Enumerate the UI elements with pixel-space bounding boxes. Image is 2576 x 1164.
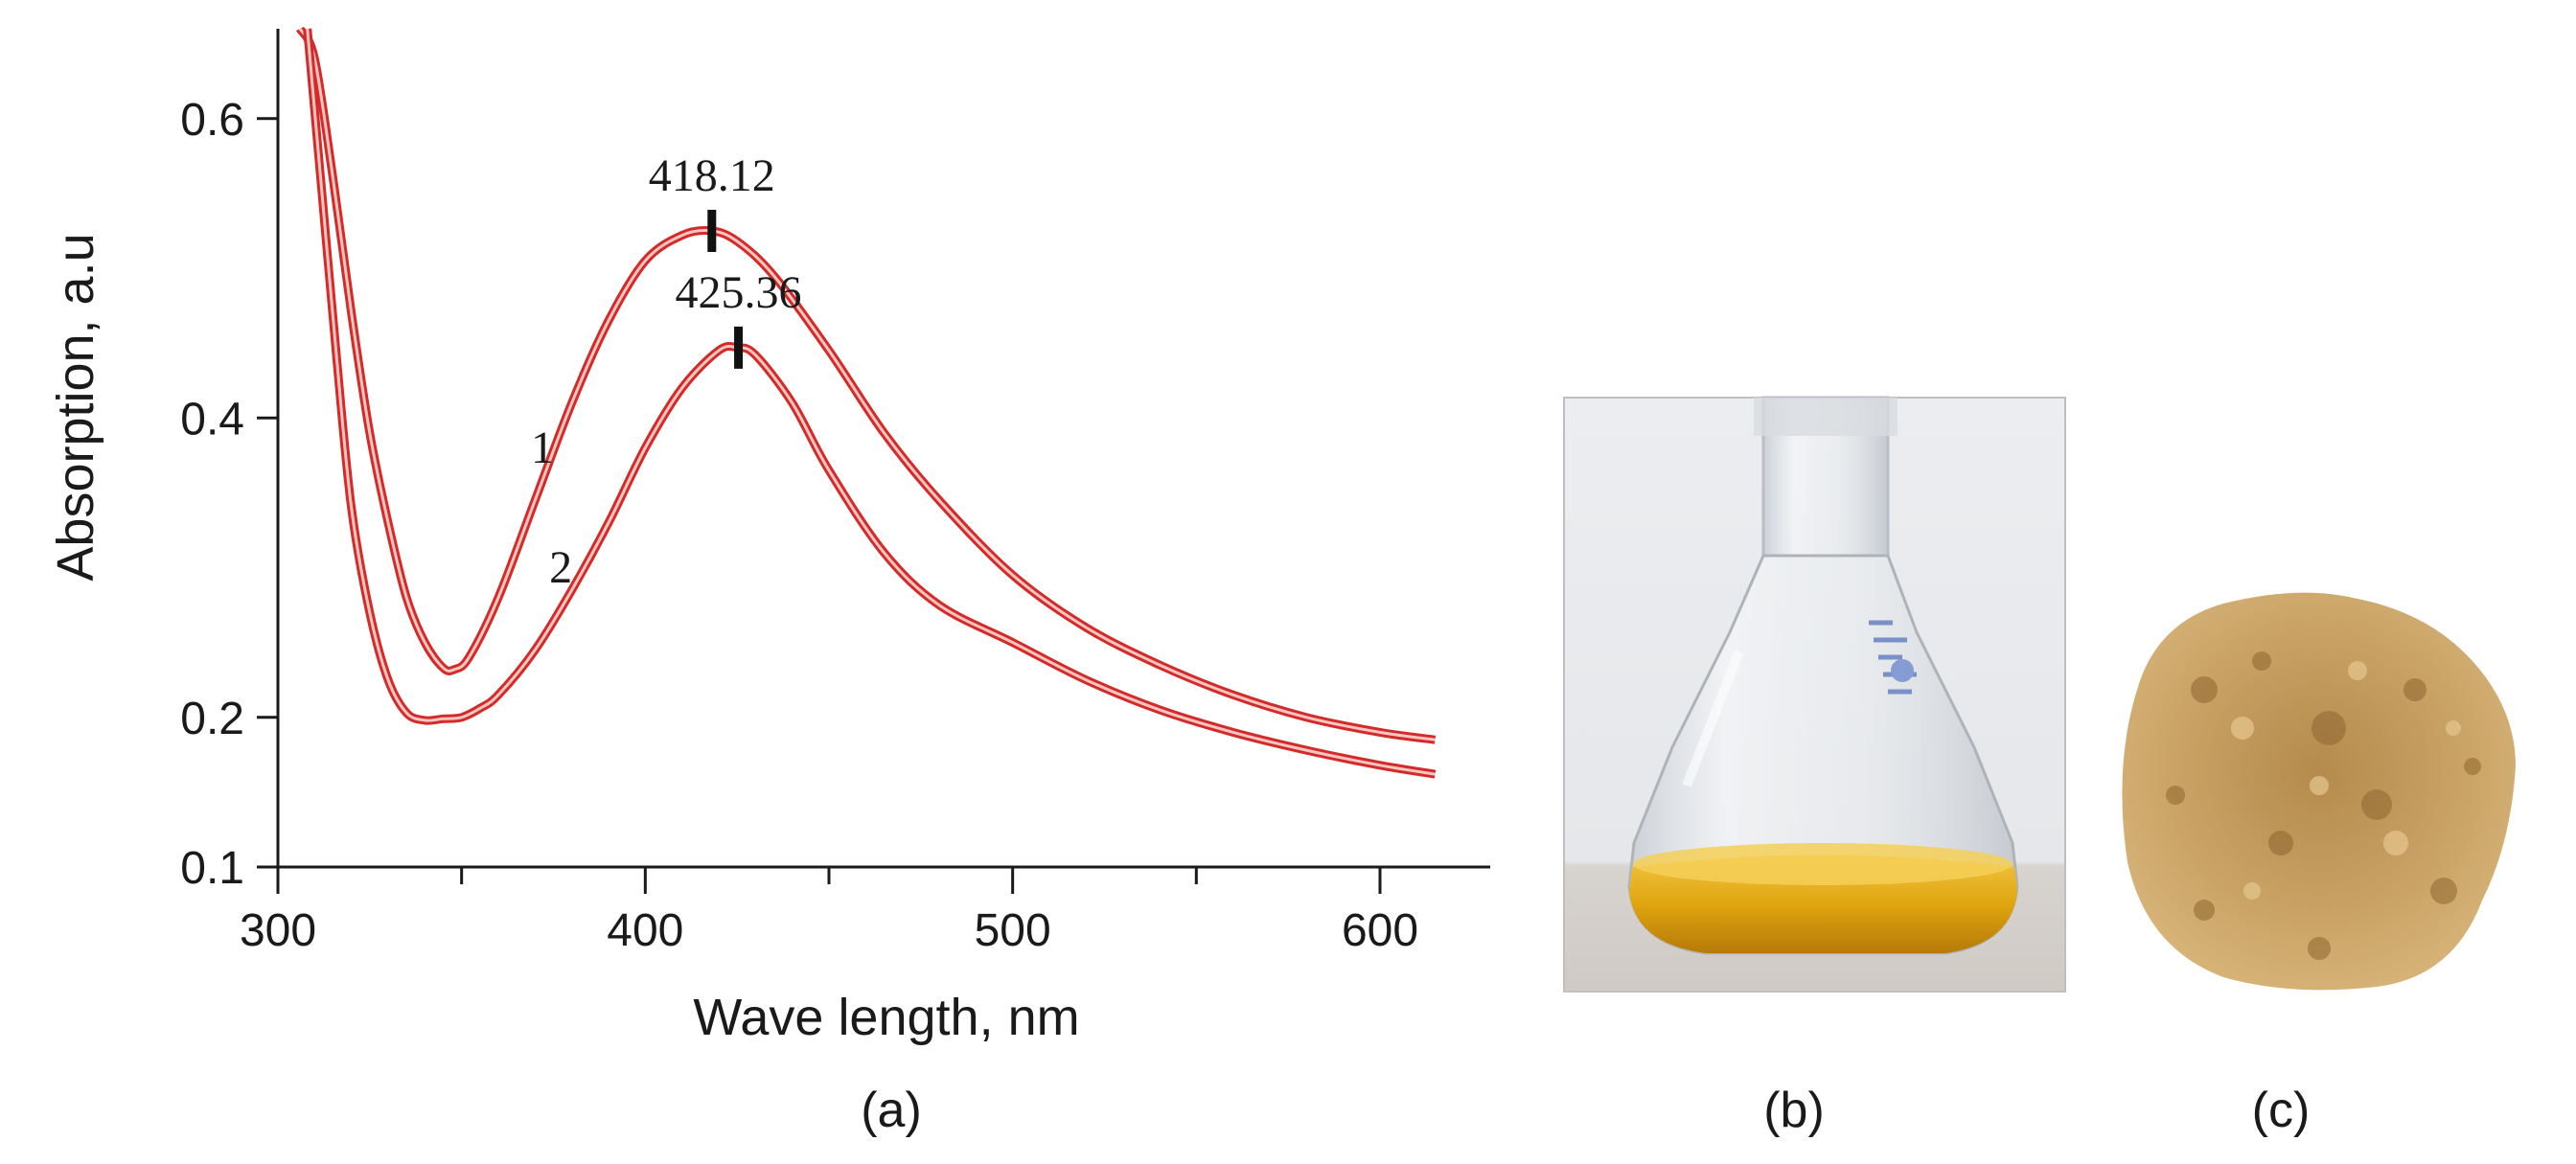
x-tick-label: 300 [240, 905, 316, 956]
flask-photo [1563, 396, 2066, 993]
y-tick-label: 0.1 [180, 843, 244, 894]
powder-highlights [2231, 661, 2461, 900]
x-tick-label: 400 [607, 905, 683, 956]
chart-axes [276, 29, 1490, 869]
caption-a: (a) [861, 1083, 922, 1138]
powder-photo [2122, 592, 2516, 991]
chart-curve-labels: 12 [531, 422, 572, 593]
powder-texture [2166, 651, 2481, 960]
liquid-meniscus [1633, 843, 2012, 885]
flask-highlight [1682, 650, 1744, 787]
y-tick-label: 0.4 [180, 394, 244, 445]
chart-series [295, 26, 1437, 779]
caption-c: (c) [2252, 1083, 2311, 1138]
flask-stopper [1754, 398, 1898, 436]
flask-print-marks [1869, 620, 1917, 695]
series-line-1 [295, 26, 1437, 744]
y-tick-label: 0.2 [180, 694, 244, 744]
chart-peaks: 418.12 425.36 [649, 150, 802, 369]
chart-ticks: 0.1 0.2 0.4 0.6 300 400 500 600 [180, 95, 1418, 956]
x-tick-label: 600 [1342, 905, 1418, 956]
caption-b: (b) [1763, 1083, 1825, 1138]
x-axis-label: Wave length, nm [693, 989, 1079, 1046]
y-axis-label: Absorption, a.u [47, 233, 104, 581]
series-line-2 [303, 28, 1437, 779]
peak-label: 425.36 [676, 267, 802, 318]
y-tick-label: 0.6 [180, 95, 244, 146]
series-line-inner-2 [306, 28, 1436, 776]
x-tick-label: 500 [975, 905, 1051, 956]
peak-label: 418.12 [649, 150, 775, 201]
series-line-inner-1 [298, 28, 1436, 742]
curve-label: 2 [549, 542, 572, 593]
curve-label: 1 [531, 422, 554, 473]
